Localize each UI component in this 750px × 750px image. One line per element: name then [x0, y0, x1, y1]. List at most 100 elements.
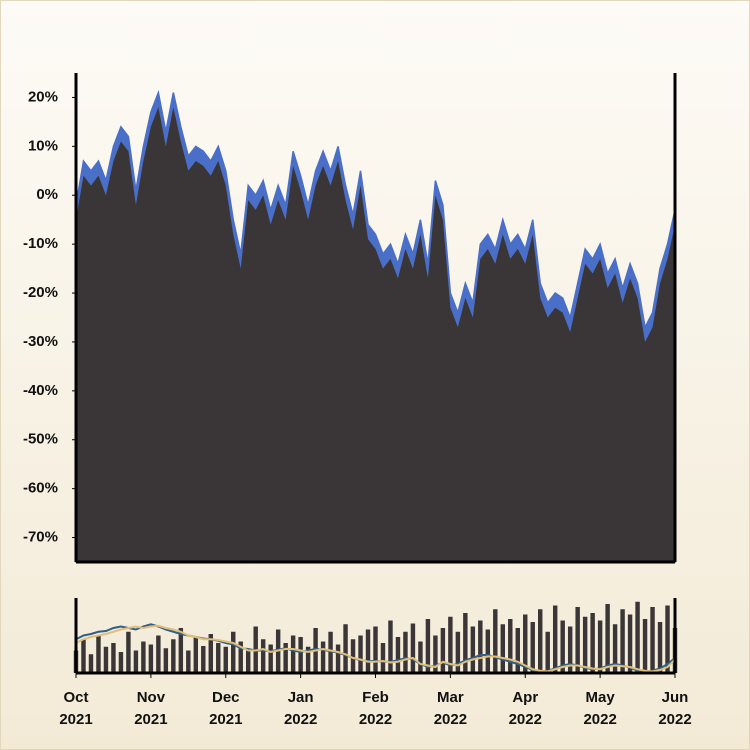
- x-tick-label: Apr 2022: [509, 689, 542, 728]
- volume-bar: [148, 644, 154, 673]
- area: [76, 107, 675, 562]
- x-tick-label-line: Dec: [212, 689, 240, 706]
- x-tick-label-line: Apr: [512, 689, 538, 706]
- volume-bar: [650, 607, 655, 673]
- volume-bar: [395, 637, 401, 673]
- volume-bar: [126, 631, 131, 673]
- x-tick-label: May 2022: [583, 689, 616, 728]
- volume-bar: [665, 605, 670, 673]
- volume-bar: [455, 631, 461, 673]
- x-tick-label-line: Jun: [662, 689, 689, 706]
- volume-bar: [133, 650, 139, 673]
- volume-bar: [627, 614, 633, 673]
- x-tick-label-line: 2022: [509, 711, 542, 728]
- volume-bar: [478, 620, 483, 673]
- volume-bar: [365, 629, 371, 673]
- volume-bar: [448, 616, 453, 673]
- volume-bar: [111, 643, 116, 673]
- volume-bar: [538, 609, 543, 673]
- y-tick-label: -70%: [23, 529, 58, 546]
- volume-bar: [597, 620, 603, 673]
- volume-bar: [156, 635, 161, 673]
- x-tick-label-line: 2021: [59, 711, 92, 728]
- x-tick-label-line: 2022: [583, 711, 616, 728]
- volume-bar: [560, 620, 565, 673]
- x-tick-label: Feb 2022: [359, 689, 392, 728]
- volume-bar: [283, 643, 288, 673]
- volume-bar: [231, 631, 236, 673]
- volume-bar: [403, 631, 408, 673]
- y-tick-label: -50%: [23, 431, 58, 448]
- volume-bar: [635, 601, 640, 673]
- volume-bar: [500, 624, 506, 673]
- volume-bar: [545, 631, 550, 673]
- volume-bar: [575, 607, 580, 673]
- x-tick-label-line: Nov: [137, 689, 166, 706]
- volume-bar: [193, 637, 199, 673]
- volume-bar: [245, 650, 251, 673]
- volume-bar: [141, 641, 146, 673]
- volume-bar: [523, 614, 528, 673]
- volume-bar: [238, 641, 243, 673]
- x-tick-label-line: 2022: [658, 711, 691, 728]
- x-tick-label: Oct 2021: [59, 689, 92, 728]
- volume-bar: [657, 622, 663, 673]
- volume-bar: [493, 609, 498, 673]
- volume-bar: [605, 604, 610, 673]
- volume-bar: [433, 635, 438, 673]
- volume-bar: [201, 646, 206, 673]
- volume-bar: [515, 628, 520, 673]
- volume-bar: [335, 644, 341, 673]
- volume-bar: [582, 616, 588, 673]
- volume-bar: [260, 639, 266, 673]
- x-tick-label-line: Mar: [437, 689, 464, 706]
- volume-bar: [380, 643, 386, 673]
- volume-bar: [508, 619, 513, 673]
- x-tick-label-line: 2022: [434, 711, 467, 728]
- y-tick-label: 20%: [28, 88, 58, 105]
- x-tick-label-line: 2022: [284, 711, 317, 728]
- x-tick-label: Nov 2021: [134, 689, 167, 728]
- volume-bar: [186, 650, 191, 673]
- y-tick-label: -30%: [23, 333, 58, 350]
- volume-bar: [216, 643, 221, 673]
- volume-bar: [567, 626, 573, 673]
- y-tick-label: 10%: [28, 137, 58, 154]
- volume-bar: [358, 635, 363, 673]
- volume-bar: [171, 639, 176, 673]
- y-tick-label: 0%: [36, 186, 58, 203]
- x-tick-label: Mar 2022: [434, 689, 467, 728]
- volume-bar: [642, 619, 648, 673]
- x-tick-label-line: Jan: [288, 689, 314, 706]
- volume-bar: [163, 648, 169, 673]
- volume-bar: [485, 629, 491, 673]
- volume-bar: [178, 628, 184, 673]
- volume-bar: [612, 624, 618, 673]
- volume-bar: [530, 622, 535, 673]
- x-tick-label-line: 2021: [209, 711, 242, 728]
- volume-bar: [590, 613, 595, 673]
- volume-bar: [88, 654, 94, 673]
- x-tick-label: Jun 2022: [658, 689, 691, 728]
- volume-bar: [305, 646, 311, 673]
- volume-bar: [463, 613, 468, 673]
- x-tick-label-line: 2022: [359, 711, 392, 728]
- volume-bar: [328, 631, 333, 673]
- volume-bar: [343, 624, 348, 673]
- volume-bar: [290, 635, 296, 673]
- volume-bar: [118, 652, 124, 673]
- x-tick-label-line: 2021: [134, 711, 167, 728]
- volume-bar: [440, 628, 446, 673]
- volume-bar: [425, 619, 431, 673]
- volume-bar: [103, 646, 109, 673]
- x-tick-label-line: Oct: [63, 689, 88, 706]
- volume-bar: [268, 644, 273, 673]
- volume-bar: [470, 626, 476, 673]
- y-tick-label: -10%: [23, 235, 58, 252]
- volume-bar: [418, 641, 423, 673]
- x-tick-label-line: May: [586, 689, 616, 706]
- y-tick-label: -20%: [23, 284, 58, 301]
- volume-bar: [81, 639, 86, 673]
- volume-bar: [298, 637, 303, 673]
